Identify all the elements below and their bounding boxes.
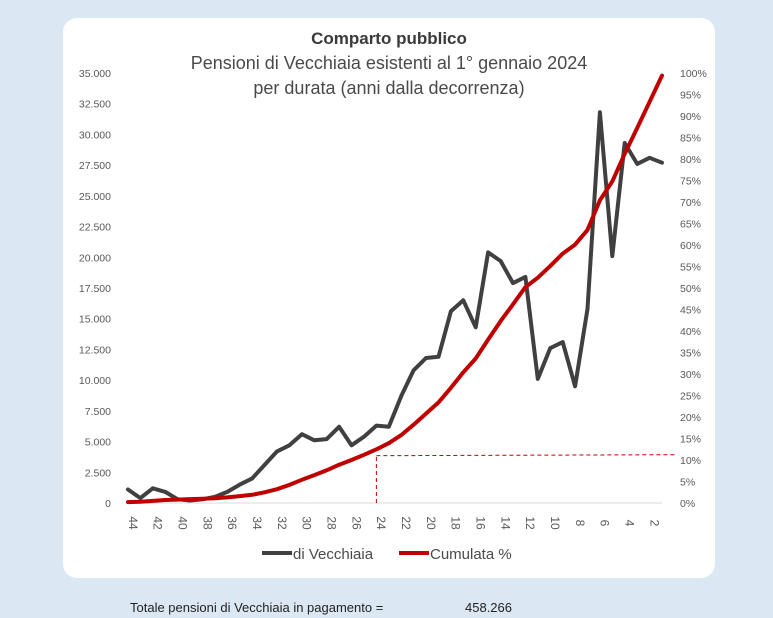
chart-legend: di Vecchiaia Cumulata % — [262, 546, 512, 563]
y-right-tick-label: 95% — [680, 90, 701, 102]
series-line-cumulata — [126, 73, 664, 505]
y-right-tick-label: 25% — [680, 391, 701, 403]
x-tick-label: 2 — [647, 520, 661, 527]
chart-title: Comparto pubblico — [311, 29, 467, 48]
x-tick-label: 8 — [573, 520, 587, 527]
chart-subtitle-line-2: per durata (anni dalla decorrenza) — [253, 78, 524, 98]
y-right-tick-label: 0% — [680, 498, 695, 510]
series-line-vecchiaia — [126, 110, 664, 503]
y-left-tick-label: 27.500 — [79, 160, 111, 172]
chart-marks — [126, 73, 677, 505]
x-tick-label: 30 — [300, 516, 314, 530]
y-right-tick-label: 85% — [680, 133, 701, 145]
x-tick-label: 36 — [225, 516, 239, 530]
y-left-tick-label: 10.000 — [79, 375, 111, 387]
legend-label-vecchiaia: di Vecchiaia — [293, 546, 374, 563]
y-left-tick-label: 30.000 — [79, 129, 111, 141]
x-tick-label: 22 — [399, 516, 413, 530]
y-right-tick-label: 55% — [680, 262, 701, 274]
y-right-tick-label: 5% — [680, 477, 695, 489]
y-right-tick-label: 30% — [680, 369, 701, 381]
x-tick-label: 40 — [176, 516, 190, 530]
y-left-tick-label: 2.500 — [85, 467, 111, 479]
x-tick-label: 10 — [548, 516, 562, 530]
x-tick-label: 28 — [325, 516, 339, 530]
y-right-tick-label: 50% — [680, 283, 701, 295]
footer-total-label: Totale pensioni di Vecchiaia in pagament… — [130, 600, 384, 615]
x-tick-label: 24 — [374, 516, 388, 530]
y-right-tick-label: 90% — [680, 111, 701, 123]
y-left-tick-label: 32.500 — [79, 99, 111, 111]
y-right-tick-label: 100% — [680, 68, 707, 80]
y-left-tick-label: 17.500 — [79, 283, 111, 295]
y-left-tick-label: 12.500 — [79, 344, 111, 356]
y-right-tick-label: 60% — [680, 240, 701, 252]
x-tick-label: 18 — [449, 516, 463, 530]
x-tick-label: 34 — [250, 516, 264, 530]
x-tick-label: 42 — [151, 516, 165, 530]
y-left-tick-label: 15.000 — [79, 314, 111, 326]
y-left-tick-label: 25.000 — [79, 191, 111, 203]
x-tick-label: 16 — [474, 516, 488, 530]
reference-line-horizontal — [376, 454, 677, 457]
x-tick-label: 26 — [349, 516, 363, 530]
y-right-tick-label: 15% — [680, 434, 701, 446]
footer-total-value: 458.266 — [465, 600, 512, 615]
x-tick-label: 44 — [126, 516, 140, 530]
y-left-tick-label: 7.500 — [85, 406, 111, 418]
y-right-tick-label: 10% — [680, 455, 701, 467]
x-tick-label: 4 — [623, 520, 637, 527]
y-right-tick-label: 40% — [680, 326, 701, 338]
y-left-tick-label: 20.000 — [79, 252, 111, 264]
x-tick-label: 12 — [523, 516, 537, 530]
y-right-tick-label: 45% — [680, 305, 701, 317]
legend-label-cumulata: Cumulata % — [430, 546, 512, 563]
x-tick-label: 38 — [200, 516, 214, 530]
y-right-tick-label: 75% — [680, 176, 701, 188]
y-left-tick-label: 0 — [105, 498, 111, 510]
x-tick-label: 14 — [498, 516, 512, 530]
chart-subtitle-line-1: Pensioni di Vecchiaia esistenti al 1° ge… — [191, 53, 587, 73]
chart-card — [63, 18, 715, 578]
y-left-tick-label: 22.500 — [79, 222, 111, 234]
x-tick-label: 20 — [424, 516, 438, 530]
y-right-tick-label: 35% — [680, 348, 701, 360]
x-tick-label: 32 — [275, 516, 289, 530]
y-right-tick-label: 70% — [680, 197, 701, 209]
y-right-tick-label: 20% — [680, 412, 701, 424]
y-left-tick-label: 5.000 — [85, 437, 111, 449]
x-tick-label: 6 — [598, 520, 612, 527]
chart-axes: 0 2.500 5.000 7.500 10.000 12.500 15.000 17.500… — [79, 68, 707, 530]
y-right-tick-label: 80% — [680, 154, 701, 166]
y-right-tick-label: 65% — [680, 219, 701, 231]
y-left-tick-label: 35.000 — [79, 68, 111, 80]
